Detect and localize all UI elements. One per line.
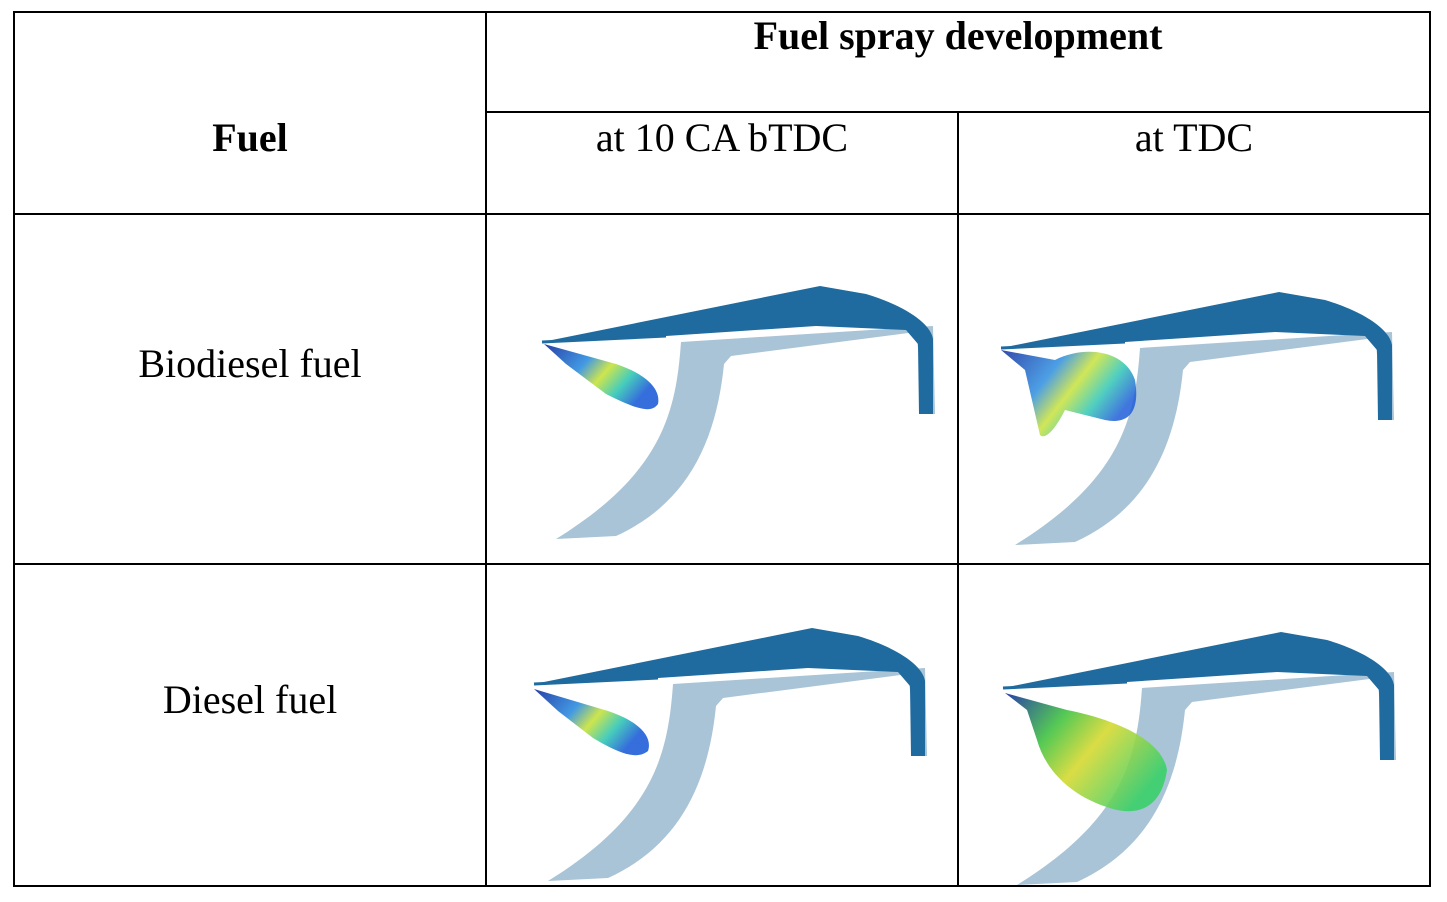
header-fuel: Fuel <box>212 115 288 160</box>
header-group: Fuel spray development <box>754 13 1164 58</box>
column-header: at 10 CA bTDC <box>596 115 848 160</box>
row-label: Diesel fuel <box>163 677 337 722</box>
column-header: at TDC <box>1135 115 1253 160</box>
spray-image <box>540 284 937 541</box>
spray-image <box>999 290 1396 547</box>
spray-image <box>1001 630 1398 887</box>
row-label: Biodiesel fuel <box>138 341 361 386</box>
spray-image <box>532 626 929 883</box>
table-grid <box>13 11 1431 887</box>
